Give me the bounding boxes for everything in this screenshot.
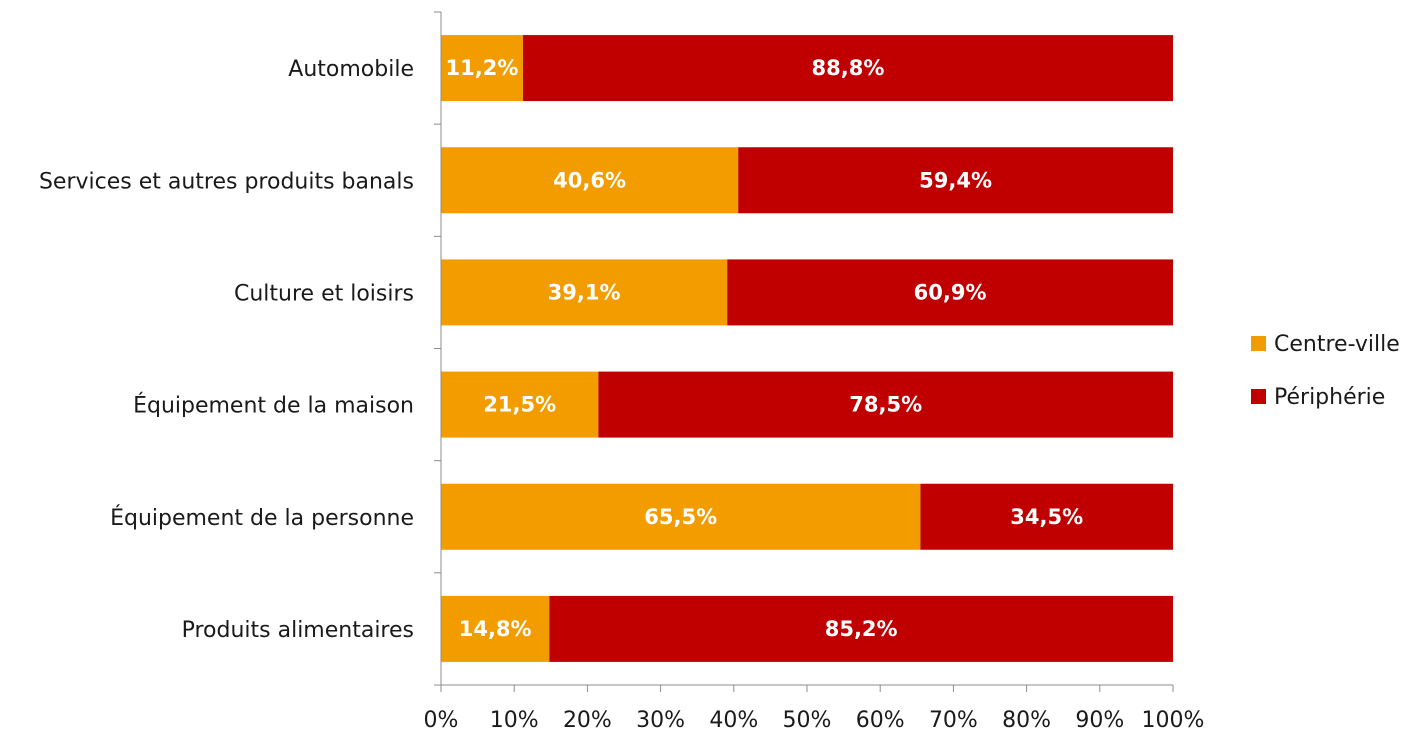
category-label-equipement-de-la-personne: Équipement de la personne <box>110 505 414 531</box>
x-axis: 0% 10% 20% 30% 40% 50% 60% 70% 80% 90% 100% <box>424 684 1205 733</box>
data-labels-layer: 11,2% 88,8% 40,6% 59,4% 39,1% 60,9% 21,5% 78,5%… <box>446 56 1084 641</box>
x-tick-label: 100% <box>1142 708 1205 733</box>
x-tick-label: 40% <box>709 708 758 733</box>
data-label-peripherie-equipement-de-la-maison: 78,5% <box>849 393 922 417</box>
bar-centre-ville-equipement-de-la-personne <box>441 483 921 550</box>
y-axis: Automobile Services et autres produits ba… <box>39 11 442 686</box>
x-tick-label: 30% <box>636 708 685 733</box>
x-tick-label: 20% <box>563 708 612 733</box>
legend-swatch-centre-ville <box>1251 336 1266 351</box>
legend: Centre-ville Périphérie <box>1251 332 1400 410</box>
category-label-automobile: Automobile <box>288 57 414 82</box>
data-label-centre-ville-services-et-autres-produits-banals: 40,6% <box>553 168 626 192</box>
bars-layer <box>441 35 1173 662</box>
data-label-peripherie-culture-et-loisirs: 60,9% <box>914 280 987 304</box>
x-tick-label: 80% <box>1002 708 1051 733</box>
data-label-centre-ville-produits-alimentaires: 14,8% <box>459 617 532 641</box>
x-tick-label: 10% <box>490 708 539 733</box>
data-label-centre-ville-automobile: 11,2% <box>446 56 519 80</box>
x-tick-label: 90% <box>1075 708 1124 733</box>
data-label-centre-ville-equipement-de-la-maison: 21,5% <box>483 393 556 417</box>
data-label-centre-ville-equipement-de-la-personne: 65,5% <box>644 505 717 529</box>
bar-peripherie-produits-alimentaires <box>549 595 1173 662</box>
bar-centre-ville-services-et-autres-produits-banals <box>441 147 739 214</box>
bar-centre-ville-culture-et-loisirs <box>441 259 728 326</box>
category-label-produits-alimentaires: Produits alimentaires <box>182 618 414 643</box>
category-label-equipement-de-la-maison: Équipement de la maison <box>133 393 414 419</box>
bar-peripherie-automobile <box>522 35 1173 102</box>
data-label-peripherie-services-et-autres-produits-banals: 59,4% <box>919 168 992 192</box>
data-label-peripherie-equipement-de-la-personne: 34,5% <box>1010 505 1083 529</box>
x-tick-label: 0% <box>424 708 459 733</box>
legend-swatch-peripherie <box>1251 389 1266 404</box>
legend-label-centre-ville: Centre-ville <box>1274 332 1400 357</box>
data-label-peripherie-produits-alimentaires: 85,2% <box>825 617 898 641</box>
legend-label-peripherie: Périphérie <box>1274 385 1385 410</box>
bar-peripherie-culture-et-loisirs <box>727 259 1173 326</box>
category-label-services-et-autres-produits-banals: Services et autres produits banals <box>39 169 414 194</box>
x-tick-label: 50% <box>783 708 832 733</box>
x-tick-label: 60% <box>856 708 905 733</box>
category-label-culture-et-loisirs: Culture et loisirs <box>234 281 414 306</box>
bar-centre-ville-equipement-de-la-maison <box>441 371 599 438</box>
bar-centre-ville-produits-alimentaires <box>441 595 550 662</box>
bar-centre-ville-automobile <box>441 35 523 102</box>
bar-peripherie-equipement-de-la-maison <box>598 371 1173 438</box>
data-label-peripherie-automobile: 88,8% <box>812 56 885 80</box>
bar-peripherie-services-et-autres-produits-banals <box>738 147 1173 214</box>
bar-peripherie-equipement-de-la-personne <box>920 483 1173 550</box>
x-tick-label: 70% <box>929 708 978 733</box>
data-label-centre-ville-culture-et-loisirs: 39,1% <box>548 280 621 304</box>
